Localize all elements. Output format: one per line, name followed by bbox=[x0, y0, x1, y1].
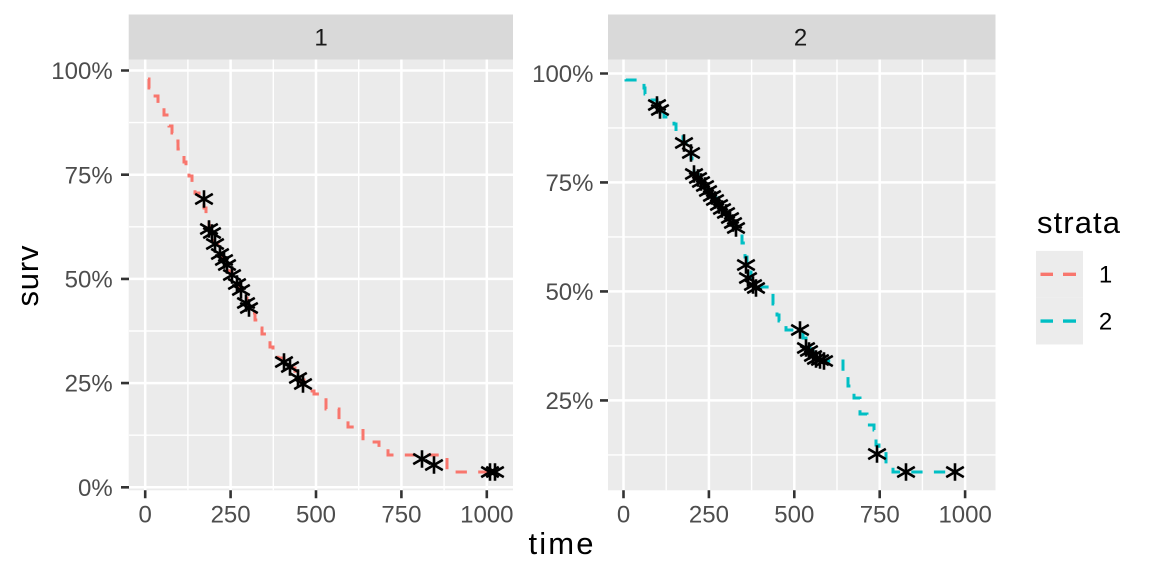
svg-text:25%: 25% bbox=[545, 388, 593, 415]
svg-text:0: 0 bbox=[617, 501, 630, 528]
svg-text:1000: 1000 bbox=[460, 501, 513, 528]
svg-text:0: 0 bbox=[139, 501, 152, 528]
svg-text:2: 2 bbox=[1099, 308, 1112, 335]
svg-text:750: 750 bbox=[381, 501, 421, 528]
svg-text:100%: 100% bbox=[51, 58, 112, 85]
svg-text:0%: 0% bbox=[78, 475, 113, 502]
svg-text:50%: 50% bbox=[65, 267, 113, 294]
svg-text:strata: strata bbox=[1037, 205, 1121, 240]
svg-text:1000: 1000 bbox=[938, 501, 991, 528]
svg-text:2: 2 bbox=[794, 25, 807, 52]
svg-text:750: 750 bbox=[860, 501, 900, 528]
svg-text:100%: 100% bbox=[532, 61, 593, 88]
svg-text:time: time bbox=[529, 526, 594, 561]
svg-text:50%: 50% bbox=[545, 279, 593, 306]
svg-text:1: 1 bbox=[1099, 262, 1112, 289]
svg-text:500: 500 bbox=[774, 501, 814, 528]
svg-text:surv: surv bbox=[10, 245, 45, 307]
svg-text:500: 500 bbox=[296, 501, 336, 528]
svg-text:250: 250 bbox=[689, 501, 729, 528]
svg-text:1: 1 bbox=[314, 25, 327, 52]
svg-text:75%: 75% bbox=[65, 162, 113, 189]
svg-text:250: 250 bbox=[211, 501, 251, 528]
svg-text:25%: 25% bbox=[65, 371, 113, 398]
svg-text:75%: 75% bbox=[545, 170, 593, 197]
